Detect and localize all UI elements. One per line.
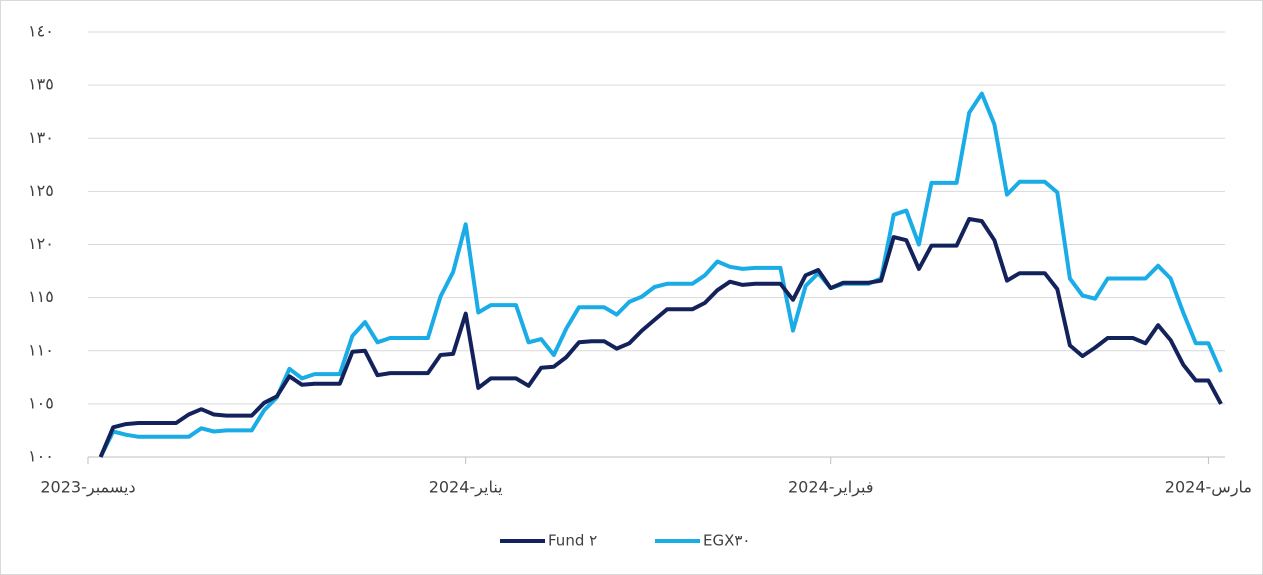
y-tick-label: ١٢٥ [28, 181, 54, 200]
y-tick-label: ١٤٠ [28, 22, 54, 41]
y-tick-label: ١١٥ [28, 287, 54, 306]
x-tick-label: ديسمبر-2023 [40, 478, 135, 498]
x-tick-label: يناير-2024 [429, 478, 503, 498]
y-tick-label: ١٣٥ [28, 75, 54, 94]
legend-label: Fund ٢ [548, 532, 597, 550]
y-tick-label: ١١٠ [28, 340, 54, 359]
y-tick-label: ١٢٠ [28, 234, 54, 253]
series-line [98, 217, 1223, 458]
series-line [98, 91, 1223, 458]
legend-label: EGX٣٠ [703, 532, 751, 550]
y-tick-label: ١٣٠ [28, 128, 54, 147]
y-tick-label: ١٠٥ [28, 393, 54, 412]
y-tick-label: ١٠٠ [28, 447, 54, 466]
x-tick-label: مارس-2024 [1165, 478, 1252, 498]
x-tick-label: فبراير-2024 [788, 478, 874, 498]
